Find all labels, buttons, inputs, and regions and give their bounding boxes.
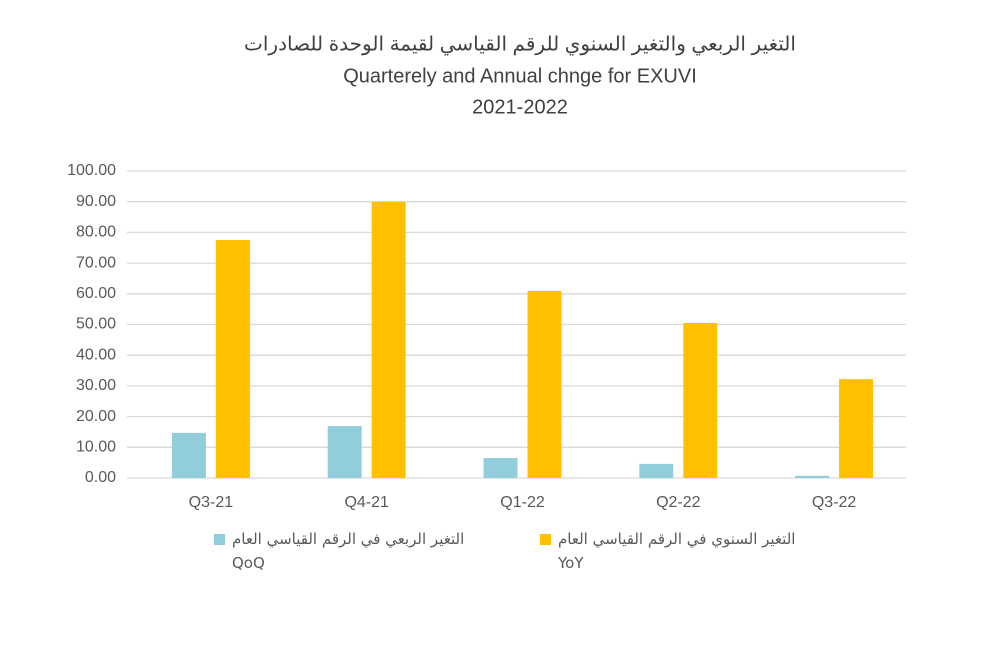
y-tick-label: 70.00 [76,254,116,271]
bar [483,458,518,478]
bar [527,291,562,478]
legend-swatch [214,534,225,545]
y-tick-label: 50.00 [76,316,116,333]
y-tick-label: 80.00 [76,224,116,241]
x-tick-label: Q3-21 [189,494,234,511]
y-tick-label: 20.00 [76,408,116,425]
y-tick-label: 100.00 [67,162,116,179]
bar [215,240,250,478]
y-tick-label: 60.00 [76,285,116,302]
x-tick-label: Q4-21 [344,494,389,511]
y-tick-label: 40.00 [76,346,116,363]
bar [371,202,406,478]
x-tick-label: Q2-22 [656,494,701,511]
bar [327,426,362,478]
y-tick-label: 30.00 [76,377,116,394]
legend-swatch [540,534,551,545]
y-tick-label: 10.00 [76,439,116,456]
bar [171,432,206,478]
chart-title: 2021-2022 [472,96,568,118]
y-tick-label: 90.00 [76,193,116,210]
x-tick-label: Q1-22 [500,494,545,511]
bar [639,463,674,478]
chart-title: Quarterely and Annual chnge for EXUVI [343,65,697,87]
legend-label: التغير السنوي في الرقم القياسي العام YoY [558,530,796,572]
y-tick-label: 0.00 [85,469,116,486]
x-tick-label: Q3-22 [812,494,857,511]
chart-title: التغير الربعي والتغير السنوي للرقم القيا… [244,33,796,56]
legend-label: التغير الربعي في الرقم القياسي العام QoQ [232,530,465,572]
bar [795,475,830,478]
bar [839,379,874,478]
bar [683,322,718,478]
